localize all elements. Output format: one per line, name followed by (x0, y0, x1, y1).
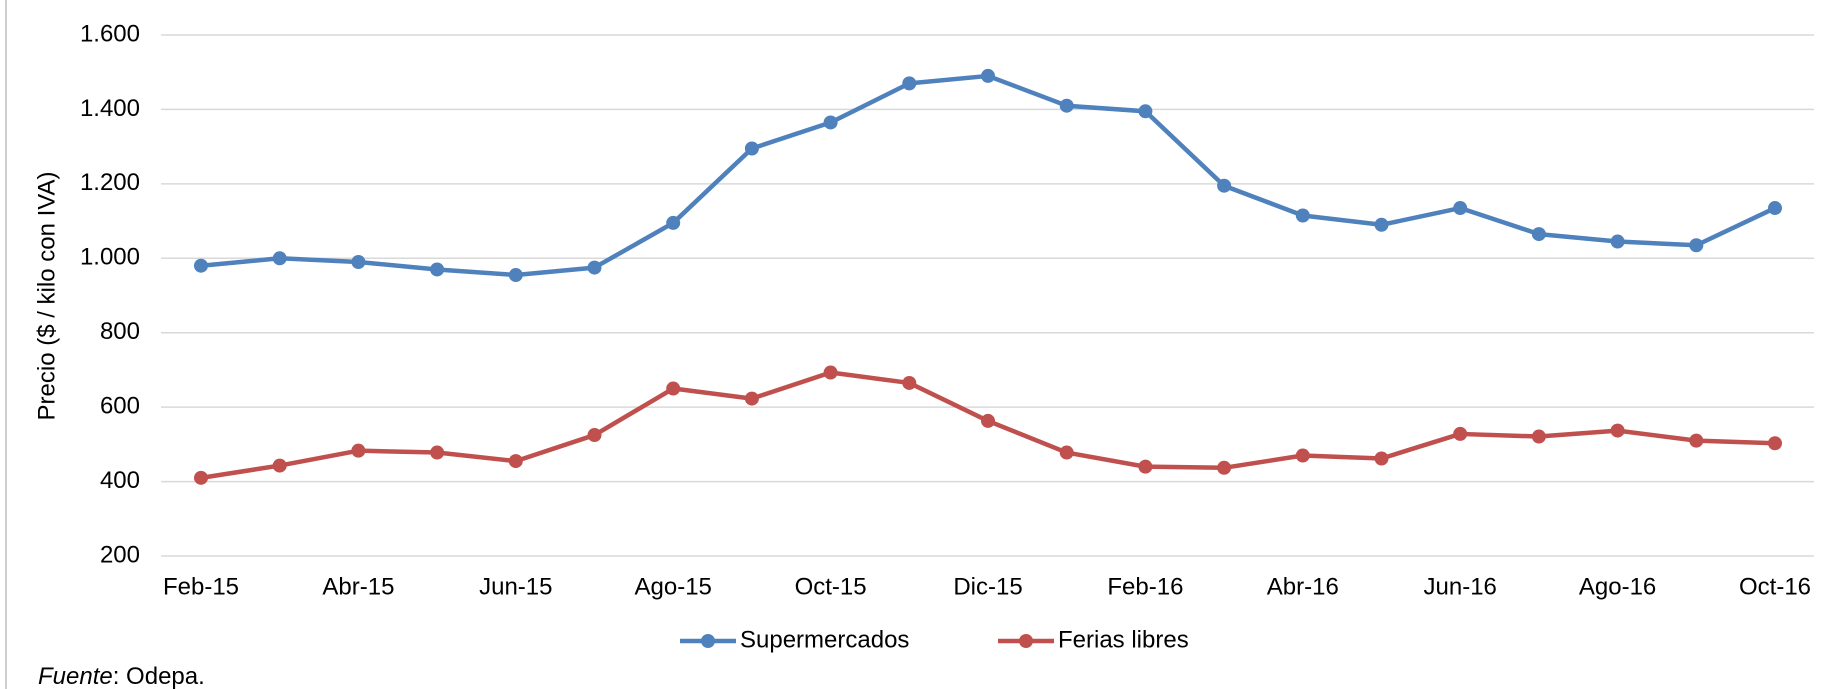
data-point (1059, 98, 1074, 113)
data-point (1453, 426, 1468, 441)
data-point (1295, 208, 1310, 223)
y-tick-label: 400 (100, 467, 140, 494)
series-line (200, 73, 1776, 278)
data-point (351, 255, 366, 270)
data-point (430, 262, 445, 277)
data-point (1374, 217, 1389, 232)
data-point (1768, 436, 1782, 451)
legend-marker (1019, 634, 1033, 648)
data-point (1059, 445, 1074, 460)
x-tick-label: Ago-16 (1579, 573, 1656, 600)
x-tick-label: Oct-16 (1739, 573, 1811, 600)
data-point (981, 413, 995, 428)
data-point (902, 76, 917, 91)
y-axis-label: Precio ($ / kilo con IVA) (33, 172, 60, 421)
data-point (587, 260, 602, 275)
x-tick-label: Abr-15 (322, 573, 394, 600)
data-point (1610, 423, 1625, 438)
data-point (587, 428, 602, 443)
x-tick-label: Ago-15 (635, 573, 712, 600)
data-point (666, 381, 681, 396)
legend-label: Supermercados (740, 626, 909, 653)
x-tick-label: Feb-15 (163, 573, 239, 600)
data-point (194, 258, 208, 273)
x-tick-label: Abr-16 (1267, 573, 1339, 600)
y-tick-label: 1.200 (80, 169, 140, 196)
y-tick-label: 1.600 (80, 20, 140, 47)
source: Fuente: Odepa. (38, 663, 205, 689)
data-point (1138, 459, 1153, 474)
x-tick-label: Jun-16 (1424, 573, 1497, 600)
data-point (1689, 238, 1704, 253)
data-point (823, 115, 838, 130)
data-point (1531, 227, 1546, 242)
data-point (1453, 201, 1468, 216)
legend-label: Ferias libres (1058, 626, 1189, 653)
source-text: : Odepa. (113, 663, 205, 689)
data-point (744, 141, 759, 156)
legend-marker (701, 634, 715, 648)
y-tick-label: 1.000 (80, 244, 140, 271)
data-point (1531, 429, 1546, 444)
data-point (1374, 451, 1389, 466)
data-point (508, 454, 523, 469)
y-tick-label: 800 (100, 318, 140, 345)
data-point (902, 375, 917, 390)
data-point (823, 365, 838, 380)
y-tick-label: 600 (100, 392, 140, 419)
data-point (351, 443, 366, 458)
data-point (666, 215, 681, 230)
data-point (430, 445, 445, 460)
y-tick-label: 200 (100, 541, 140, 568)
data-point (981, 68, 995, 83)
data-point (1217, 178, 1232, 193)
x-tick-label: Dic-15 (953, 573, 1022, 600)
data-point (508, 268, 523, 283)
data-point (744, 391, 759, 406)
x-tick-label: Jun-15 (479, 573, 552, 600)
data-point (1295, 448, 1310, 463)
data-point (272, 251, 287, 266)
data-point (1768, 201, 1782, 216)
data-point (1610, 234, 1625, 249)
source-label: Fuente (38, 663, 113, 689)
data-point (194, 470, 208, 485)
x-tick-label: Oct-15 (795, 573, 867, 600)
y-tick-label: 1.400 (80, 95, 140, 122)
data-point (272, 458, 287, 473)
x-tick-label: Feb-16 (1107, 573, 1183, 600)
data-point (1217, 460, 1232, 475)
data-point (1138, 104, 1153, 119)
data-point (1689, 433, 1704, 448)
